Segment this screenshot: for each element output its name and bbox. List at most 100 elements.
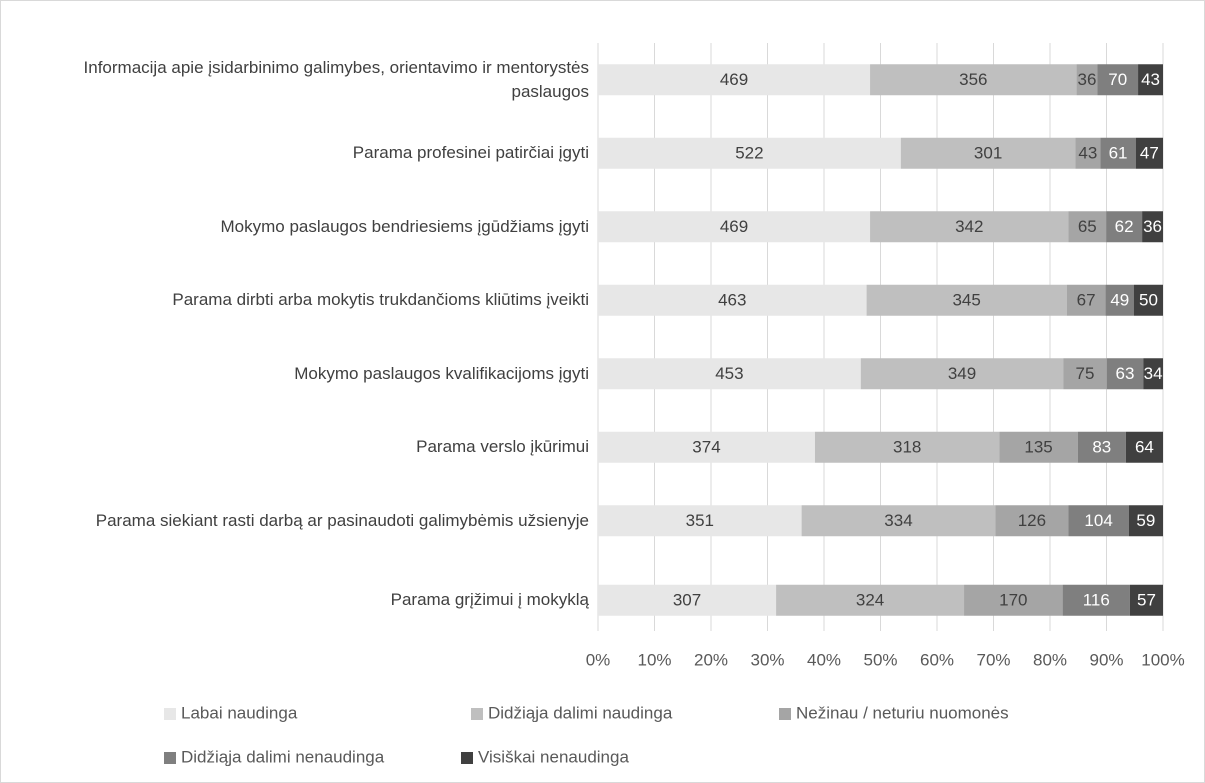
data-label: 318	[893, 438, 921, 457]
bar-segment	[1075, 137, 1101, 169]
data-label: 307	[673, 591, 701, 610]
bar-segment	[995, 505, 1069, 537]
data-label: 170	[999, 591, 1027, 610]
data-label: 67	[1077, 291, 1096, 310]
legend-label: Didžiąja dalimi naudinga	[488, 703, 673, 722]
data-label: 342	[955, 217, 983, 236]
data-label: 374	[692, 438, 720, 457]
bar-segment	[1143, 358, 1163, 390]
bar-segment	[598, 137, 901, 169]
x-tick-label: 60%	[920, 650, 954, 669]
bar-segment	[1106, 211, 1143, 243]
data-label: 334	[884, 511, 912, 530]
bar-segment	[814, 431, 1000, 463]
category-label: Parama profesinei patirčiai įgyti	[352, 143, 589, 163]
bar-segment	[1077, 431, 1126, 463]
bar-segment	[900, 137, 1076, 169]
data-label: 43	[1141, 70, 1160, 89]
data-label: 50	[1139, 291, 1158, 310]
category-label: Parama dirbti arba mokytis trukdančioms …	[172, 290, 589, 310]
data-label: 64	[1135, 438, 1154, 457]
x-tick-label: 70%	[976, 650, 1010, 669]
data-label: 116	[1083, 591, 1110, 610]
data-label: 49	[1110, 291, 1129, 310]
x-tick-label: 80%	[1033, 650, 1067, 669]
category-label: Parama siekiant rasti darbą ar pasinaudo…	[95, 510, 589, 530]
category-label: Informacija apie įsidarbinimo galimybes,…	[83, 57, 589, 101]
data-label: 62	[1115, 217, 1134, 236]
bar-segment	[866, 284, 1067, 316]
data-label: 324	[856, 591, 884, 610]
category-label: Parama grįžimui į mokyklą	[390, 590, 589, 610]
data-label: 75	[1076, 364, 1095, 383]
bar-segment	[964, 584, 1063, 616]
legend-swatch	[461, 752, 473, 764]
category-label: Mokymo paslaugos kvalifikacijoms įgyti	[294, 363, 589, 383]
legend-label: Labai naudinga	[181, 703, 298, 722]
data-label: 36	[1078, 70, 1097, 89]
data-label: 104	[1084, 511, 1112, 530]
data-label: 356	[959, 70, 987, 89]
x-tick-label: 10%	[637, 650, 671, 669]
bar-segment	[1076, 64, 1098, 96]
bar-segment	[1068, 505, 1129, 537]
data-label: 70	[1108, 70, 1127, 89]
data-label: 349	[948, 364, 976, 383]
legend-label: Didžiąja dalimi nenaudinga	[181, 747, 385, 766]
bar-segment	[1063, 358, 1107, 390]
data-label: 61	[1109, 144, 1128, 163]
bar-segment	[598, 211, 871, 243]
data-label: 63	[1116, 364, 1135, 383]
data-label: 43	[1078, 144, 1097, 163]
data-label: 522	[735, 144, 763, 163]
x-tick-label: 50%	[863, 650, 897, 669]
category-label: Mokymo paslaugos bendriesiems įgūdžiams …	[220, 216, 590, 236]
data-label: 126	[1018, 511, 1046, 530]
legend-swatch	[164, 708, 176, 720]
bar-segment	[1068, 211, 1107, 243]
legend-swatch	[471, 708, 483, 720]
data-label: 345	[952, 291, 980, 310]
x-tick-label: 20%	[694, 650, 728, 669]
bar-segment	[870, 64, 1077, 96]
bar-segment	[1138, 64, 1163, 96]
data-label: 47	[1140, 144, 1159, 163]
data-label: 351	[686, 511, 714, 530]
data-label: 57	[1137, 591, 1156, 610]
bar-segment	[1129, 584, 1163, 616]
x-tick-label: 30%	[750, 650, 784, 669]
legend-label: Nežinau / neturiu nuomonės	[796, 703, 1009, 722]
data-label: 301	[974, 144, 1002, 163]
data-label: 83	[1092, 438, 1111, 457]
x-tick-label: 100%	[1141, 650, 1184, 669]
bar-segment	[1135, 137, 1163, 169]
data-label: 469	[720, 70, 748, 89]
bar-segment	[801, 505, 996, 537]
data-label: 453	[715, 364, 743, 383]
bar-segment	[598, 64, 871, 96]
bar-segment	[1100, 137, 1136, 169]
bar-segment	[1133, 284, 1163, 316]
bar-segment	[1106, 358, 1144, 390]
data-label: 135	[1024, 438, 1052, 457]
legend-swatch	[164, 752, 176, 764]
bar-segment	[1128, 505, 1163, 537]
data-label: 65	[1078, 217, 1097, 236]
bar-segment	[860, 358, 1064, 390]
bar-segment	[1066, 284, 1106, 316]
x-tick-label: 40%	[807, 650, 841, 669]
bar-segment	[999, 431, 1078, 463]
bar-segment	[598, 505, 802, 537]
legend-swatch	[779, 708, 791, 720]
bar-segment	[1062, 584, 1130, 616]
legend-label: Visiškai nenaudinga	[478, 747, 629, 766]
data-label: 463	[718, 291, 746, 310]
data-label: 34	[1144, 364, 1163, 383]
bar-segment	[598, 284, 867, 316]
x-tick-label: 0%	[586, 650, 611, 669]
bar-segment	[598, 431, 815, 463]
bar-segment	[1142, 211, 1163, 243]
bar-segment	[776, 584, 965, 616]
bar-segment	[1105, 284, 1134, 316]
